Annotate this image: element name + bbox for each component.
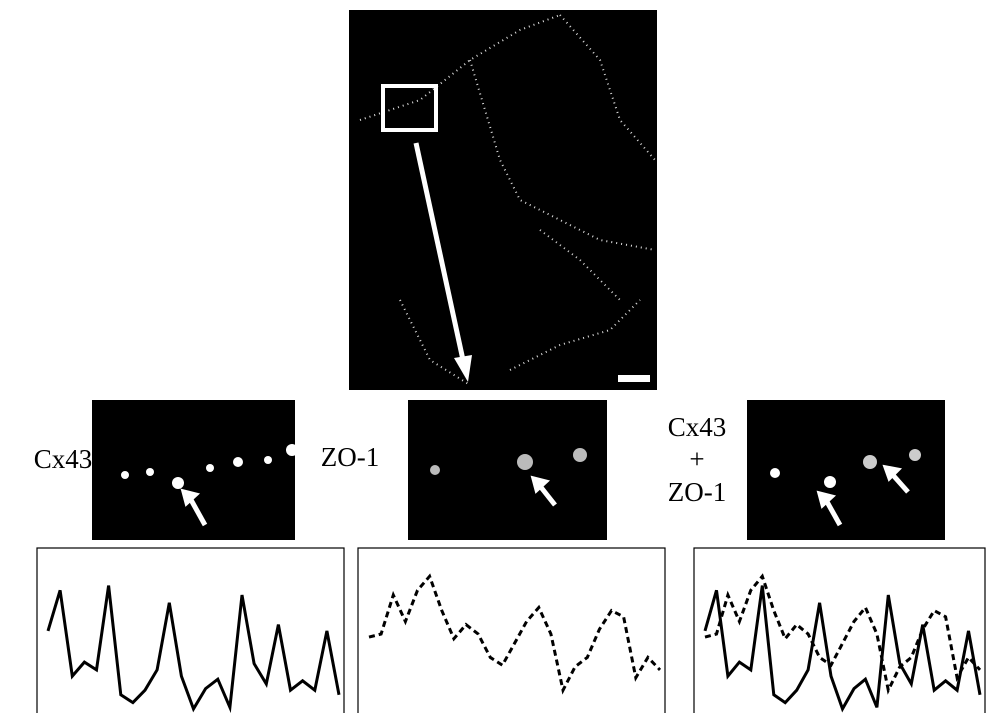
- panel-label: ZO-1: [668, 477, 726, 507]
- micrograph: [349, 10, 657, 390]
- profile-line: [48, 586, 339, 709]
- cx43-image: [92, 400, 295, 540]
- plot-frame: [37, 548, 344, 713]
- figure: Cx43 ZO-1 Cx43 + ZO-1: [0, 0, 986, 713]
- plot-frame: [358, 548, 665, 713]
- panel-label: Cx43: [34, 444, 93, 474]
- panel-label: Cx43: [668, 412, 727, 442]
- profile-line: [369, 576, 660, 690]
- profile-line: [705, 576, 980, 690]
- scale-bar: [618, 375, 650, 382]
- panel-label: ZO-1: [321, 442, 379, 472]
- plot-frame: [694, 548, 985, 713]
- panel-label: +: [689, 444, 704, 474]
